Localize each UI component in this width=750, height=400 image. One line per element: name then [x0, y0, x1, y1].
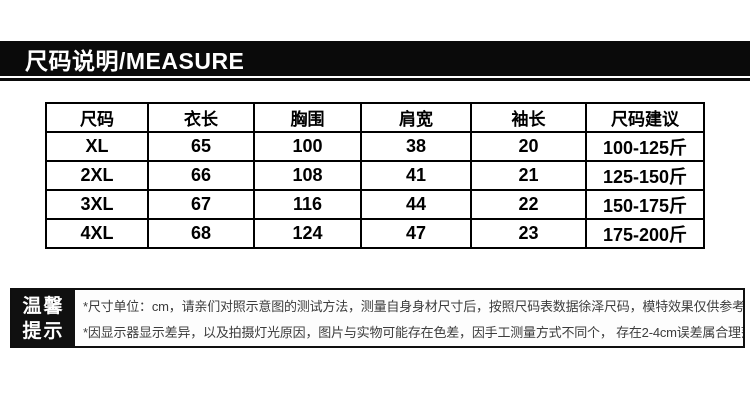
cell-sleeve: 22: [470, 189, 587, 220]
table-row: 3XL 67 116 44 22 150-175斤: [45, 189, 705, 220]
cell-recommendation: 125-150斤: [585, 160, 705, 191]
cell-size: 3XL: [45, 189, 149, 220]
column-header-sleeve: 袖长: [470, 102, 587, 133]
cell-sleeve: 21: [470, 160, 587, 191]
cell-shoulder: 47: [360, 218, 472, 249]
column-header-size: 尺码: [45, 102, 149, 133]
table-row: 2XL 66 108 41 21 125-150斤: [45, 160, 705, 191]
cell-sleeve: 23: [470, 218, 587, 249]
cell-size: XL: [45, 131, 149, 162]
cell-recommendation: 100-125斤: [585, 131, 705, 162]
tip-line-1: *尺寸单位：cm，请亲们对照示意图的测试方法，测量自身身材尺寸后，按照尺码表数据…: [83, 299, 743, 314]
tips-section: 温馨 提示 *尺寸单位：cm，请亲们对照示意图的测试方法，测量自身身材尺寸后，按…: [10, 288, 745, 348]
tips-label-box: 温馨 提示: [12, 290, 75, 346]
cell-size: 2XL: [45, 160, 149, 191]
cell-recommendation: 150-175斤: [585, 189, 705, 220]
cell-shoulder: 44: [360, 189, 472, 220]
cell-sleeve: 20: [470, 131, 587, 162]
cell-chest: 100: [253, 131, 362, 162]
title-underline-divider: [0, 78, 750, 81]
cell-recommendation: 175-200斤: [585, 218, 705, 249]
cell-chest: 116: [253, 189, 362, 220]
page-title: 尺码说明/MEASURE: [25, 47, 245, 74]
cell-size: 4XL: [45, 218, 149, 249]
size-table: 尺码 衣长 胸围 肩宽 袖长 尺码建议 XL 65 100 38 20 100-…: [45, 102, 705, 249]
cell-chest: 124: [253, 218, 362, 249]
cell-shoulder: 41: [360, 160, 472, 191]
size-table-header-row: 尺码 衣长 胸围 肩宽 袖长 尺码建议: [45, 102, 705, 133]
cell-shoulder: 38: [360, 131, 472, 162]
column-header-recommendation: 尺码建议: [585, 102, 705, 133]
section-title-bar: 尺码说明/MEASURE: [0, 41, 750, 76]
table-row: 4XL 68 124 47 23 175-200斤: [45, 218, 705, 249]
tips-label-line1: 温馨: [22, 296, 65, 317]
tips-label-line2: 提示: [22, 321, 65, 342]
cell-chest: 108: [253, 160, 362, 191]
column-header-shoulder: 肩宽: [360, 102, 472, 133]
cell-garment-length: 68: [147, 218, 255, 249]
column-header-garment-length: 衣长: [147, 102, 255, 133]
table-row: XL 65 100 38 20 100-125斤: [45, 131, 705, 162]
size-table-container: 尺码 衣长 胸围 肩宽 袖长 尺码建议 XL 65 100 38 20 100-…: [45, 102, 705, 249]
tips-body: *尺寸单位：cm，请亲们对照示意图的测试方法，测量自身身材尺寸后，按照尺码表数据…: [75, 290, 743, 346]
cell-garment-length: 65: [147, 131, 255, 162]
column-header-chest: 胸围: [253, 102, 362, 133]
cell-garment-length: 66: [147, 160, 255, 191]
cell-garment-length: 67: [147, 189, 255, 220]
tip-line-2: *因显示器显示差异，以及拍摄灯光原因，图片与实物可能存在色差，因手工测量方式不同…: [83, 325, 743, 340]
